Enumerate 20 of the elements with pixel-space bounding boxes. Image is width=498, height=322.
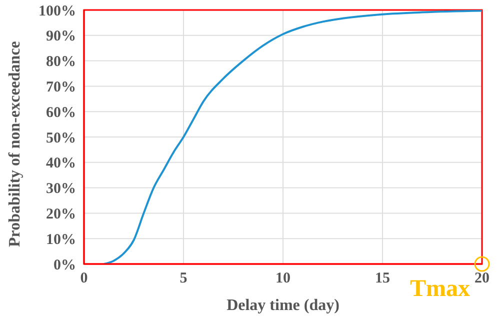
y-tick-label: 0% (54, 257, 76, 274)
x-tick-label: 20 (474, 270, 490, 287)
y-tick-label: 10% (46, 232, 76, 248)
y-tick-label: 50% (46, 130, 76, 146)
x-tick-label: 5 (180, 270, 188, 287)
annotation: Tmax (410, 276, 470, 302)
y-tick-label: 30% (46, 181, 76, 198)
y-tick-label: 40% (46, 156, 76, 172)
y-tick-label: 100% (38, 3, 76, 20)
x-tick-label: 0 (80, 270, 88, 287)
y-tick-label: 70% (46, 80, 76, 96)
x-tick-label: 15 (375, 270, 390, 287)
y-tick-label: 20% (46, 206, 76, 223)
y-tick-label: 80% (46, 54, 76, 70)
line-series (102, 10, 482, 264)
y-axis-title: Probability of non-exceedance (6, 41, 24, 247)
x-tick-label: 10 (276, 270, 290, 287)
y-tick-label: 60% (46, 104, 76, 121)
y-tick-label: 90% (46, 28, 76, 45)
x-axis-title: Delay time (day) (226, 297, 340, 314)
